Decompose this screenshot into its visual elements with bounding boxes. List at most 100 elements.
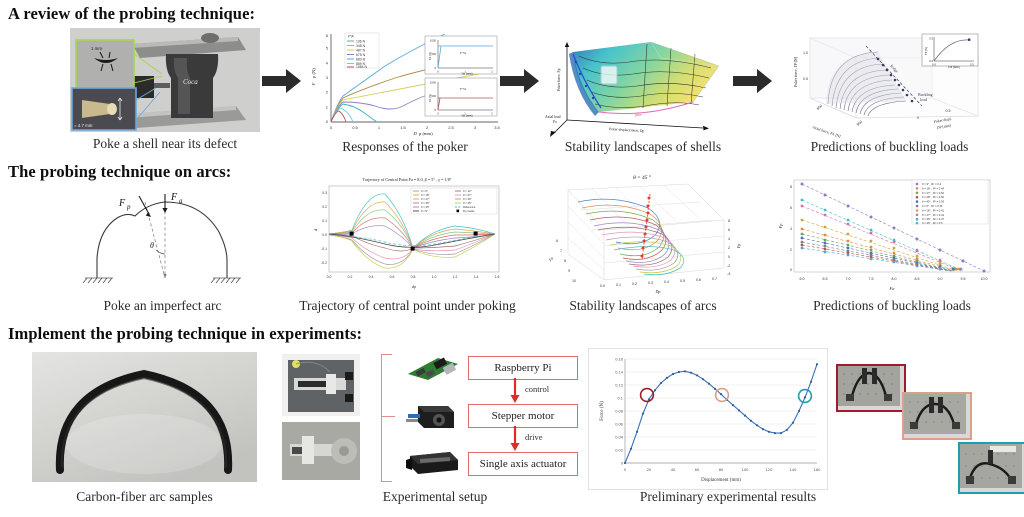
svg-text:0.2: 0.2	[632, 282, 637, 286]
svg-text:θ = 36°: θ = 36°	[463, 197, 472, 201]
svg-text:0.1: 0.1	[617, 396, 623, 401]
svg-text:1: 1	[378, 125, 381, 130]
svg-text:487 N: 487 N	[356, 48, 366, 52]
svg-text:6: 6	[556, 239, 558, 243]
svg-text:500: 500	[431, 94, 436, 98]
svg-text:Poker displacement, Dp: Poker displacement, Dp	[609, 127, 645, 134]
svg-text:8: 8	[728, 219, 730, 223]
photo-stepper-motor	[404, 400, 462, 434]
svg-text:40: 40	[671, 467, 676, 472]
svg-text:F*A: F*A	[348, 35, 354, 39]
svg-text:Trajectory of Central Point Fa: Trajectory of Central Point Fa = 8.0, β …	[363, 177, 452, 183]
flow-node-stepper-motor[interactable]: Stepper motor	[468, 404, 578, 428]
svg-text:60: 60	[695, 467, 700, 472]
svg-text:Displacement (mm): Displacement (mm)	[701, 478, 741, 483]
svg-text:3.5: 3.5	[494, 125, 500, 130]
section-title-implement: Implement the probing technique in exper…	[8, 324, 363, 343]
flow-node-raspberry-pi[interactable]: Raspberry Pi	[468, 356, 578, 380]
svg-text:0: 0	[326, 119, 329, 124]
svg-text:Fa: Fa	[889, 286, 896, 291]
svg-text:5: 5	[326, 46, 329, 51]
svg-text:0.3: 0.3	[322, 191, 327, 195]
svg-text:θ = 45° , R² = 0.5: θ = 45° , R² = 0.5	[922, 221, 943, 225]
svg-text:θ = 9° , R² = 0.4: θ = 9° , R² = 0.4	[922, 182, 942, 186]
svg-text:6.5: 6.5	[823, 277, 828, 281]
svg-text:2.5: 2.5	[448, 125, 454, 130]
svg-text:0.6: 0.6	[390, 275, 395, 279]
svg-text:Buckling: Buckling	[918, 92, 933, 97]
svg-text:0.2: 0.2	[322, 205, 327, 209]
svg-text:F: F	[170, 192, 178, 203]
svg-text:Fp: Fp	[736, 244, 741, 249]
svg-text:7: 7	[560, 249, 562, 253]
svg-text:0: 0	[728, 255, 730, 259]
svg-text:1.5: 1.5	[400, 125, 406, 130]
svg-text:1: 1	[464, 70, 466, 74]
svg-text:-0.1: -0.1	[321, 247, 327, 251]
svg-text:0.08: 0.08	[615, 409, 624, 414]
svg-text:1.4: 1.4	[474, 275, 479, 279]
photo-carbon-fiber-arc	[32, 352, 257, 482]
svg-text:θ = 36° , R² = 0.47: θ = 36° , R² = 0.47	[922, 217, 944, 221]
svg-text:θ = 45°: θ = 45°	[463, 201, 472, 205]
svg-text:0.0: 0.0	[322, 233, 327, 237]
result-photo-1-image	[838, 366, 900, 406]
svg-text:0.5: 0.5	[680, 279, 685, 283]
panel-preliminary-results: 0.16 0.14 0.12 0.1 0.08 0.06 0.04 0.02 0 0 20…	[588, 348, 828, 490]
svg-text:θ = 18° , R² = 0.41: θ = 18° , R² = 0.41	[922, 208, 944, 212]
svg-text:1000: 1000	[430, 81, 437, 85]
svg-text:0.7: 0.7	[712, 277, 717, 281]
svg-text:8.0: 8.0	[892, 277, 897, 281]
flow-edge-label-control: control	[525, 384, 550, 394]
svg-text:0.14: 0.14	[615, 370, 624, 375]
svg-text:θ = 45°: θ = 45°	[421, 205, 430, 209]
caption-trajectory: Trajectory of central point under poking	[299, 298, 516, 313]
svg-text:θ = 28° , R² = 0.60: θ = 28° , R² = 0.60	[922, 195, 944, 199]
svg-text:-4: -4	[727, 272, 730, 276]
svg-text:F: F	[311, 82, 316, 86]
force-displacement-chart: 0.16 0.14 0.12 0.1 0.08 0.06 0.04 0.02 0 0 20…	[589, 349, 827, 489]
svg-text:136 N: 136 N	[356, 39, 366, 43]
svg-text:1 mm: 1 mm	[91, 46, 102, 51]
svg-text:1000: 1000	[430, 39, 437, 43]
arc-prediction-scatter: 8 6 4 2 0 6.0 6.5 7.0 7.5 8.0 8.5 9.0 9.5 10.0…	[772, 172, 1012, 294]
svg-text:2: 2	[426, 125, 429, 130]
svg-text:D: D	[412, 131, 417, 136]
svg-text:F: F	[118, 198, 126, 209]
svg-text:9.0: 9.0	[938, 277, 943, 281]
svg-text:0.0: 0.0	[932, 63, 936, 67]
arrow-right-icon-3	[733, 69, 772, 93]
svg-text:p: p	[126, 203, 131, 211]
svg-text:0.1: 0.1	[322, 219, 327, 223]
svg-text:8.5: 8.5	[915, 277, 920, 281]
svg-text:10.0: 10.0	[981, 277, 988, 281]
svg-text:0: 0	[790, 268, 792, 272]
svg-text:= 4.7 mm: = 4.7 mm	[74, 123, 93, 128]
svg-text:0: 0	[437, 112, 439, 116]
svg-text:859 N: 859 N	[356, 62, 366, 66]
svg-text:1.2: 1.2	[453, 275, 458, 279]
svg-text:Poker force, FP [N]: Poker force, FP [N]	[794, 57, 799, 87]
svg-text:20: 20	[647, 467, 652, 472]
svg-text:8: 8	[564, 259, 566, 263]
svg-text:Fp: Fp	[778, 223, 783, 230]
flow-arrow-drive-icon	[510, 426, 520, 451]
svg-text:800: 800	[816, 104, 823, 111]
caption-arc-landscape: Stability landscapes of arcs	[569, 298, 717, 313]
svg-text:140: 140	[790, 467, 797, 472]
svg-text:6: 6	[728, 228, 730, 232]
svg-text:θ = 27°: θ = 27°	[421, 197, 430, 201]
svg-text:2: 2	[790, 248, 792, 252]
svg-text:1084 N: 1084 N	[356, 65, 367, 69]
caption-poke-shell: Poke a shell near its defect	[92, 136, 238, 151]
highlight-marker-2	[714, 387, 730, 403]
caption-carbon-fiber: Carbon-fiber arc samples	[76, 489, 213, 504]
caption-arc-predictions: Predictions of buckling loads	[813, 298, 971, 313]
svg-text:Fa: Fa	[547, 256, 554, 263]
svg-text:2: 2	[491, 70, 493, 74]
svg-text:348 N: 348 N	[356, 44, 366, 48]
flow-node-single-axis-actuator[interactable]: Single axis actuator	[468, 452, 578, 476]
svg-text:θ = 45° , R² = 0.93: θ = 45° , R² = 0.93	[922, 200, 944, 204]
svg-text:0.0: 0.0	[327, 275, 332, 279]
svg-text:Dp: Dp	[655, 289, 661, 294]
